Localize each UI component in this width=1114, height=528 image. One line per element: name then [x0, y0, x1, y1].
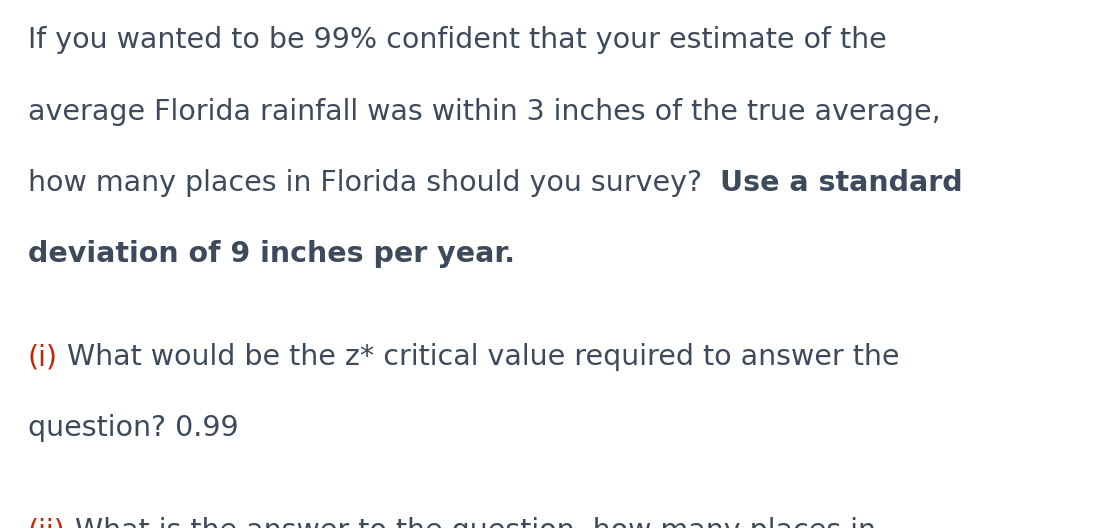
- Text: If you wanted to be 99% confident that your estimate of the: If you wanted to be 99% confident that y…: [28, 26, 887, 54]
- Text: What is the answer to the question, how many places in: What is the answer to the question, how …: [66, 517, 876, 528]
- Text: What would be the z* critical value required to answer the: What would be the z* critical value requ…: [58, 343, 899, 371]
- Text: deviation of 9 inches per year.: deviation of 9 inches per year.: [28, 240, 515, 268]
- Text: question? 0.99: question? 0.99: [28, 414, 238, 442]
- Text: how many places in Florida should you survey?: how many places in Florida should you su…: [28, 169, 720, 197]
- Text: (ii): (ii): [28, 517, 66, 528]
- Text: average Florida rainfall was within 3 inches of the true average,: average Florida rainfall was within 3 in…: [28, 98, 940, 126]
- Text: Use a standard: Use a standard: [720, 169, 962, 197]
- Text: (i): (i): [28, 343, 58, 371]
